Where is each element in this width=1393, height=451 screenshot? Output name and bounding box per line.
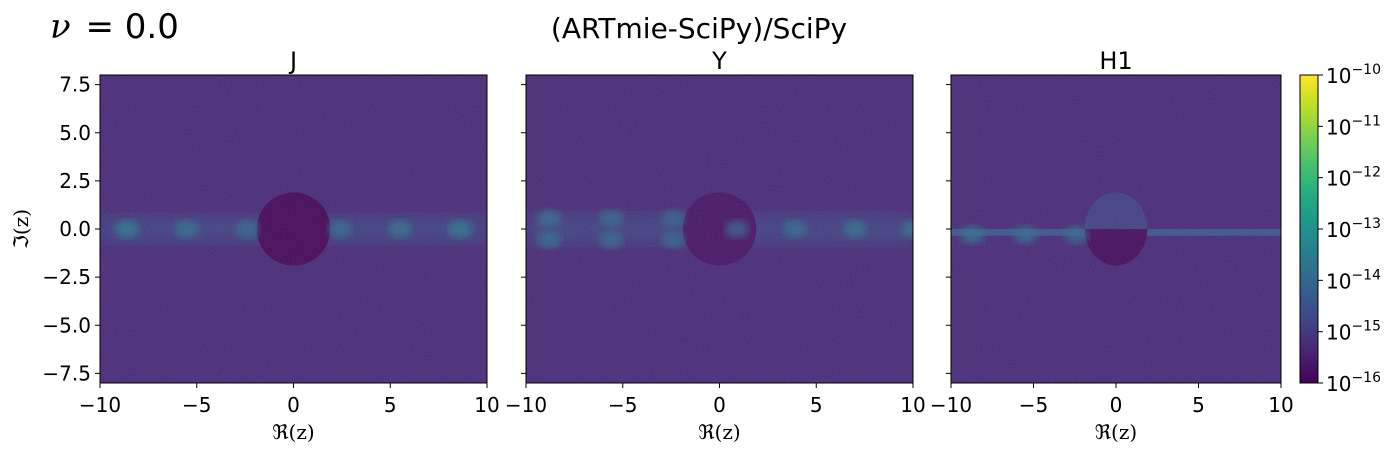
colorbar-tick-label: 10−11 xyxy=(1326,113,1381,139)
x-tick-label: 5 xyxy=(384,393,397,417)
x-tick-label: −10 xyxy=(79,393,121,417)
y-tick-label: −7.5 xyxy=(42,361,91,385)
colorbar-tick-label: 10−15 xyxy=(1326,319,1381,345)
y-tick-label: −5.0 xyxy=(42,313,91,337)
panel-title: Y xyxy=(711,47,727,75)
x-tick-label: 0 xyxy=(1110,393,1123,417)
figure-suptitle: (ARTmie-SciPy)/SciPy xyxy=(551,12,847,45)
heatmap-area xyxy=(526,75,913,383)
x-tick-label: −5 xyxy=(1019,393,1048,417)
panel-j: J −10 −5 0 5 10 7.5 5.0 2.5 0.0 −2.5 −5.0 −7.5 ℜ(z) ℑ(… xyxy=(9,47,500,444)
x-tick-label: 0 xyxy=(287,393,300,417)
y-tick-label: 7.5 xyxy=(59,73,91,97)
x-axis-label: ℜ(z) xyxy=(272,420,314,444)
colorbar: 10−10 10−11 10−12 10−13 10−14 10−15 10−16 xyxy=(1299,62,1381,396)
y-tick-label: 2.5 xyxy=(59,169,91,193)
x-tick-label: −5 xyxy=(608,393,637,417)
x-tick-label: 10 xyxy=(900,393,925,417)
panel-title: H1 xyxy=(1099,47,1132,75)
heatmap-area xyxy=(951,75,1281,383)
colorbar-tick-label: 10−14 xyxy=(1326,267,1381,293)
colorbar-tick-label: 10−12 xyxy=(1326,165,1381,191)
x-axis-label: ℜ(z) xyxy=(1095,420,1137,444)
x-tick-label: −5 xyxy=(182,393,211,417)
x-tick-label: 0 xyxy=(713,393,726,417)
y-axis-label: ℑ(z) xyxy=(9,209,33,249)
panels: J −10 −5 0 5 10 7.5 5.0 2.5 0.0 −2.5 −5.0 −7.5 ℜ(z) ℑ(… xyxy=(9,47,1294,444)
panel-h1: H1 −10 −5 0 5 10 ℜ(z) xyxy=(930,47,1294,444)
colorbar-gradient xyxy=(1299,74,1319,384)
colorbar-tick-label: 10−13 xyxy=(1326,216,1381,242)
colorbar-ticks: 10−10 10−11 10−12 10−13 10−14 10−15 10−16 xyxy=(1318,62,1381,396)
heatmap-noise xyxy=(526,75,913,383)
colorbar-tick-label: 10−10 xyxy=(1326,62,1381,88)
nu-symbol: ν xyxy=(50,7,71,47)
x-tick-label: 10 xyxy=(1268,393,1293,417)
colorbar-tick-label: 10−16 xyxy=(1326,370,1381,396)
panel-title: J xyxy=(288,47,297,75)
heatmap-noise xyxy=(100,75,487,383)
x-tick-label: 10 xyxy=(474,393,499,417)
y-tick-label: 5.0 xyxy=(59,121,91,145)
x-tick-label: −10 xyxy=(930,393,972,417)
x-tick-label: 5 xyxy=(1192,393,1205,417)
x-axis-label: ℜ(z) xyxy=(698,420,740,444)
heatmap-area xyxy=(100,75,487,383)
y-tick-label: 0.0 xyxy=(59,217,91,241)
x-tick-label: −10 xyxy=(505,393,547,417)
panel-y: Y −10 −5 0 5 10 ℜ(z) xyxy=(505,47,926,444)
nu-label: ν = 0.0 xyxy=(50,7,179,47)
y-tick-label: −2.5 xyxy=(42,265,91,289)
heatmap-noise xyxy=(951,75,1281,383)
x-tick-label: 5 xyxy=(810,393,823,417)
nu-value: = 0.0 xyxy=(85,7,178,47)
